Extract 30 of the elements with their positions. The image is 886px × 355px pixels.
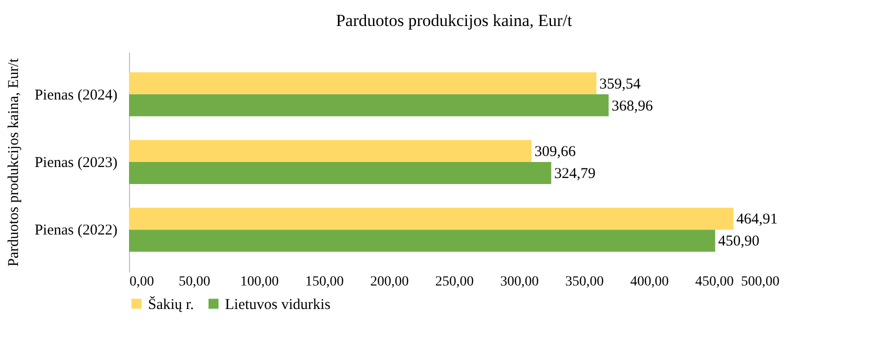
data-label: 359,54 bbox=[599, 76, 642, 92]
bar bbox=[129, 208, 734, 230]
chart-title: Parduotos produkcijos kaina, Eur/t bbox=[336, 11, 572, 30]
bar bbox=[129, 140, 532, 162]
bar bbox=[129, 72, 596, 94]
x-tick-label: 150,00 bbox=[305, 274, 344, 290]
y-tick-label: Pienas (2022) bbox=[34, 222, 118, 239]
legend-label: Šakių r. bbox=[148, 296, 194, 313]
y-tick-label: Pienas (2024) bbox=[34, 87, 118, 104]
x-tick-label: 100,00 bbox=[240, 274, 279, 290]
x-tick-label: 50,00 bbox=[178, 274, 210, 290]
x-tick-label: 400,00 bbox=[630, 274, 669, 290]
bar bbox=[129, 94, 609, 116]
x-tick-label: 0,00 bbox=[130, 274, 154, 290]
bar bbox=[129, 162, 552, 184]
x-tick-label: 200,00 bbox=[370, 274, 409, 290]
data-label: 368,96 bbox=[612, 98, 654, 114]
data-label: 464,91 bbox=[736, 212, 778, 228]
x-tick-label: 300,00 bbox=[500, 274, 539, 290]
data-label: 309,66 bbox=[534, 144, 576, 160]
x-tick-label: 500,00 bbox=[741, 274, 780, 290]
x-tick-label: 250,00 bbox=[435, 274, 474, 290]
legend-label: Lietuvos vidurkis bbox=[225, 296, 331, 313]
y-tick-label: Pienas (2023) bbox=[34, 155, 118, 171]
x-tick-label: 350,00 bbox=[565, 274, 604, 290]
y-axis-title: Parduotos produkcijos kaina, Eur/t bbox=[6, 58, 22, 267]
x-tick-label: 450,00 bbox=[695, 274, 734, 290]
data-label: 324,79 bbox=[554, 166, 596, 182]
data-label: 450,90 bbox=[718, 234, 760, 250]
bar bbox=[129, 230, 716, 252]
